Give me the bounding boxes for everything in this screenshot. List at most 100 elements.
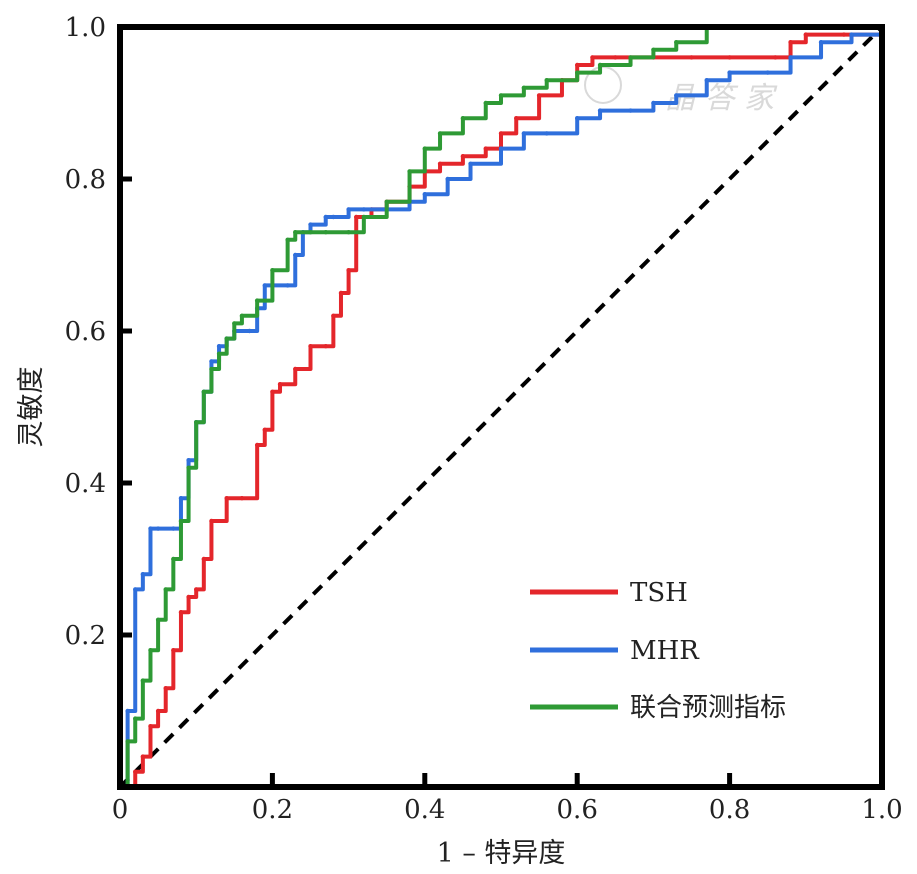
data-point-mhr	[849, 32, 854, 37]
data-point-tsh	[163, 686, 168, 691]
legend-label-mhr: MHR	[630, 636, 700, 666]
data-point-combined	[674, 40, 679, 45]
y-tick-label: 1.0	[65, 13, 106, 43]
data-point-mhr	[125, 708, 130, 714]
y-axis-title: 灵敏度	[16, 367, 47, 448]
data-point-tsh	[254, 442, 260, 448]
data-point-combined	[346, 230, 351, 235]
data-point-mhr	[727, 70, 732, 75]
data-point-combined	[498, 93, 504, 98]
data-point-tsh	[590, 55, 595, 60]
data-point-combined	[270, 268, 275, 273]
x-tick-label: 0.6	[557, 795, 598, 825]
data-point-combined	[575, 70, 580, 75]
data-point-tsh	[224, 496, 229, 501]
data-point-mhr	[262, 283, 267, 288]
data-point-combined	[407, 169, 412, 174]
data-point-tsh	[171, 648, 176, 653]
data-point-combined	[254, 298, 260, 303]
data-point-mhr	[133, 587, 138, 592]
data-point-mhr	[788, 55, 793, 60]
data-point-combined	[651, 47, 656, 52]
data-point-tsh	[803, 32, 808, 37]
data-point-tsh	[323, 344, 328, 349]
x-tick-label: 1.0	[861, 795, 902, 825]
data-point-combined	[239, 313, 245, 318]
data-point-mhr	[331, 214, 336, 220]
data-point-combined	[384, 199, 389, 204]
data-point-combined	[178, 518, 184, 524]
data-point-mhr	[308, 222, 313, 227]
data-point-mhr	[521, 131, 527, 136]
legend-label-combined: 联合预测指标	[630, 693, 786, 723]
data-point-tsh	[575, 62, 580, 68]
data-point-tsh	[140, 754, 146, 759]
data-point-mhr	[247, 328, 252, 334]
data-point-tsh	[194, 587, 199, 592]
data-point-mhr	[285, 283, 290, 288]
series-tsh	[117, 24, 885, 790]
data-point-tsh	[346, 268, 351, 273]
data-point-combined	[140, 678, 146, 683]
data-point-mhr	[651, 100, 656, 106]
data-point-tsh	[209, 518, 214, 524]
data-point-tsh	[460, 154, 466, 159]
plot-frame	[117, 24, 885, 790]
data-point-tsh	[308, 344, 313, 349]
y-tick-label: 0.6	[65, 317, 106, 347]
data-point-tsh	[788, 40, 793, 45]
data-point-tsh	[354, 214, 359, 220]
data-point-combined	[163, 587, 168, 592]
reference-diagonal-line	[118, 25, 884, 789]
data-point-mhr	[422, 192, 427, 197]
data-point-combined	[133, 716, 138, 721]
data-point-mhr	[171, 526, 176, 531]
data-point-tsh	[270, 389, 275, 394]
x-tick-label: 0	[112, 795, 129, 825]
data-point-tsh	[727, 55, 732, 60]
data-point-combined	[148, 648, 153, 653]
data-point-tsh	[613, 55, 618, 60]
data-point-tsh	[239, 496, 245, 501]
data-point-mhr	[346, 207, 351, 212]
data-point-mhr	[498, 146, 504, 151]
data-point-mhr	[293, 252, 298, 258]
data-point-combined	[209, 366, 214, 372]
data-point-combined	[216, 351, 222, 356]
data-point-combined	[483, 100, 488, 106]
data-point-mhr	[674, 93, 679, 98]
data-point-tsh	[331, 313, 336, 318]
series-combined	[117, 24, 885, 790]
data-point-tsh	[841, 32, 847, 37]
data-point-combined	[361, 214, 367, 220]
data-point-mhr	[178, 496, 184, 501]
data-point-tsh	[514, 116, 519, 121]
data-point-tsh	[689, 55, 694, 60]
data-point-mhr	[323, 214, 328, 220]
legend-label-tsh: TSH	[630, 578, 688, 608]
data-point-tsh	[437, 161, 443, 166]
data-point-mhr	[628, 108, 633, 113]
data-point-tsh	[186, 594, 191, 600]
data-point-combined	[201, 389, 207, 394]
data-point-combined	[232, 321, 237, 326]
data-point-combined	[460, 116, 466, 121]
svg-text:晶 答 家: 晶 答 家	[665, 81, 778, 116]
x-tick-label: 0.2	[252, 795, 293, 825]
data-point-mhr	[216, 344, 222, 349]
data-point-combined	[155, 617, 161, 622]
data-point-mhr	[186, 458, 191, 463]
data-point-mhr	[468, 161, 473, 166]
data-point-tsh	[277, 382, 283, 387]
data-point-mhr	[140, 572, 146, 577]
data-point-mhr	[155, 526, 161, 531]
data-point-combined	[597, 62, 603, 68]
data-point-combined	[323, 230, 328, 235]
data-point-combined	[308, 230, 313, 235]
x-tick-label: 0.8	[709, 795, 750, 825]
data-point-combined	[437, 131, 443, 136]
data-point-combined	[544, 78, 549, 83]
data-point-tsh	[155, 708, 161, 714]
data-point-mhr	[765, 70, 770, 75]
